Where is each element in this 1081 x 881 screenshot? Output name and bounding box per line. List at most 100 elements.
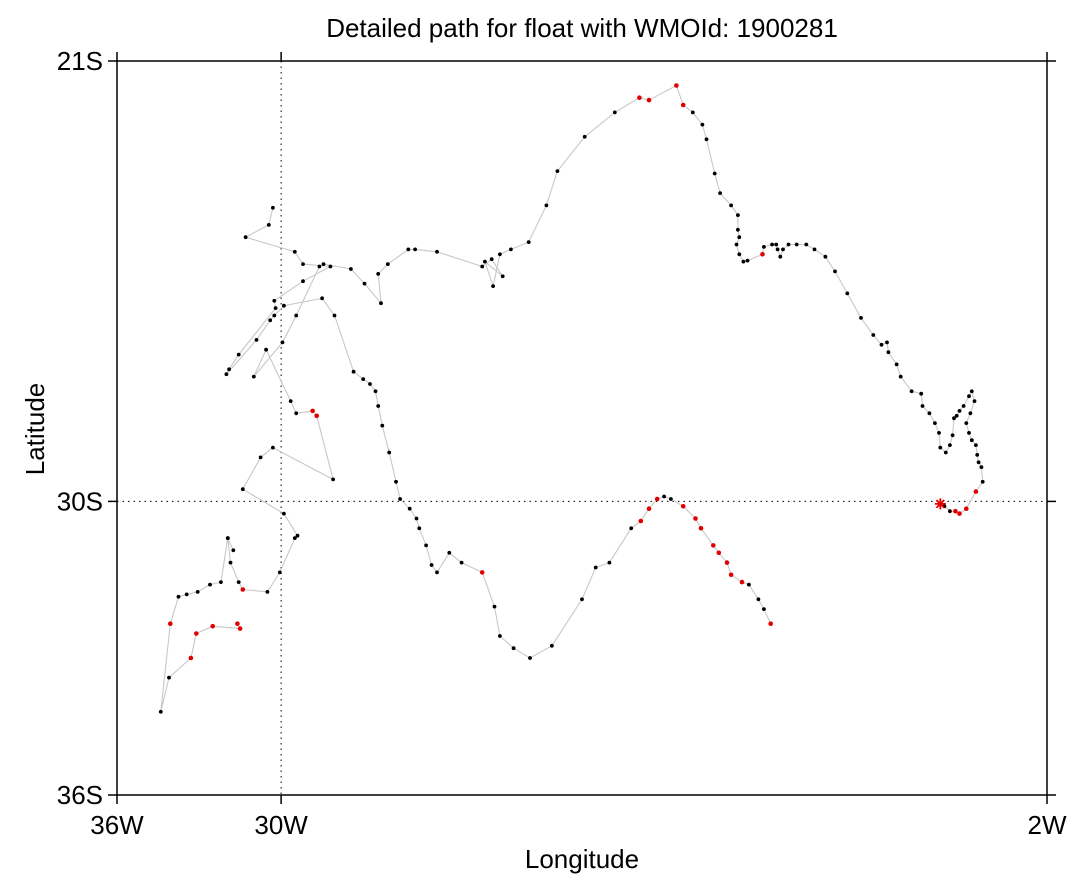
path-line-1 <box>160 84 984 712</box>
position-point <box>975 453 980 457</box>
position-point <box>295 533 300 538</box>
position-point <box>224 372 229 377</box>
y-tick-label: 36S <box>57 780 103 810</box>
flagged-position-point <box>314 413 320 419</box>
position-point <box>737 235 742 240</box>
position-point <box>669 497 673 501</box>
position-point <box>952 416 956 421</box>
position-point <box>376 404 381 408</box>
position-point <box>158 709 163 714</box>
position-point <box>498 634 502 638</box>
position-point <box>909 389 914 394</box>
position-point <box>328 264 333 269</box>
position-point <box>704 137 709 142</box>
position-point <box>957 409 962 413</box>
position-point <box>277 570 282 575</box>
position-point <box>265 590 270 594</box>
x-tick-label: 30W <box>254 810 308 840</box>
position-point <box>948 443 952 447</box>
position-point <box>894 362 899 367</box>
position-point <box>528 656 532 660</box>
position-point <box>361 377 366 381</box>
position-point <box>612 110 617 115</box>
position-point <box>417 526 422 531</box>
position-point <box>582 134 587 139</box>
flagged-position-point <box>716 550 722 556</box>
position-point <box>775 247 780 252</box>
flagged-position-point <box>235 621 240 626</box>
flagged-position-point <box>637 95 642 100</box>
position-point <box>225 536 230 540</box>
position-point <box>301 279 305 284</box>
flagged-position-point <box>680 504 686 509</box>
flagged-position-point <box>698 526 704 531</box>
position-point <box>778 254 783 259</box>
flagged-position-point <box>711 543 716 548</box>
position-point <box>898 374 903 379</box>
position-point <box>176 594 181 599</box>
position-point <box>762 607 766 611</box>
flagged-position-point <box>760 252 765 257</box>
position-point <box>231 548 236 553</box>
flagged-position-point <box>728 572 734 578</box>
position-point <box>331 477 335 482</box>
position-point <box>480 264 485 269</box>
position-point <box>690 110 695 115</box>
position-point <box>376 272 381 276</box>
position-point <box>398 497 402 501</box>
position-point <box>500 274 505 279</box>
flagged-position-point <box>240 587 246 592</box>
position-point <box>492 604 497 609</box>
flagged-position-point <box>957 511 962 516</box>
position-point <box>747 582 751 587</box>
position-point <box>271 205 275 210</box>
position-point <box>544 203 549 208</box>
position-point <box>979 465 984 469</box>
flagged-position-point <box>693 516 698 521</box>
position-point <box>974 443 978 447</box>
position-point <box>258 455 263 460</box>
position-point <box>362 281 367 286</box>
position-point <box>823 254 828 259</box>
flagged-position-point <box>646 506 652 512</box>
position-point <box>781 247 785 252</box>
position-point <box>593 565 598 570</box>
position-point <box>301 262 305 266</box>
position-point <box>762 245 766 249</box>
x-axis-ticks: 36W 30W 2W <box>90 52 1067 840</box>
position-point <box>294 313 299 318</box>
position-point <box>555 169 560 174</box>
position-point <box>961 404 966 408</box>
flagged-position-point <box>168 621 173 626</box>
flagged-position-point <box>237 626 243 631</box>
position-point <box>219 580 223 584</box>
position-point <box>379 301 383 306</box>
flagged-position-point <box>638 518 644 524</box>
position-point <box>491 284 495 288</box>
position-point <box>351 369 356 374</box>
position-point <box>794 242 799 247</box>
start-marker <box>934 498 946 510</box>
position-point <box>729 203 733 208</box>
position-point <box>380 423 385 428</box>
position-point <box>745 258 750 263</box>
position-point <box>718 191 722 196</box>
position-point <box>736 227 740 232</box>
position-point <box>937 431 941 435</box>
start-marker-stroke <box>935 499 945 509</box>
position-point <box>859 316 863 320</box>
position-point <box>833 269 837 274</box>
position-point <box>756 597 761 602</box>
position-point <box>774 242 779 247</box>
position-point <box>786 242 791 247</box>
plot-frame-rect <box>116 60 1048 796</box>
position-point <box>266 223 271 227</box>
position-point <box>489 257 494 262</box>
flagged-position-point <box>739 579 745 585</box>
position-point <box>845 291 850 296</box>
position-point <box>950 433 955 438</box>
position-point <box>414 516 419 521</box>
flagged-position-point <box>953 508 958 514</box>
position-point <box>737 252 742 257</box>
position-point <box>804 242 809 247</box>
